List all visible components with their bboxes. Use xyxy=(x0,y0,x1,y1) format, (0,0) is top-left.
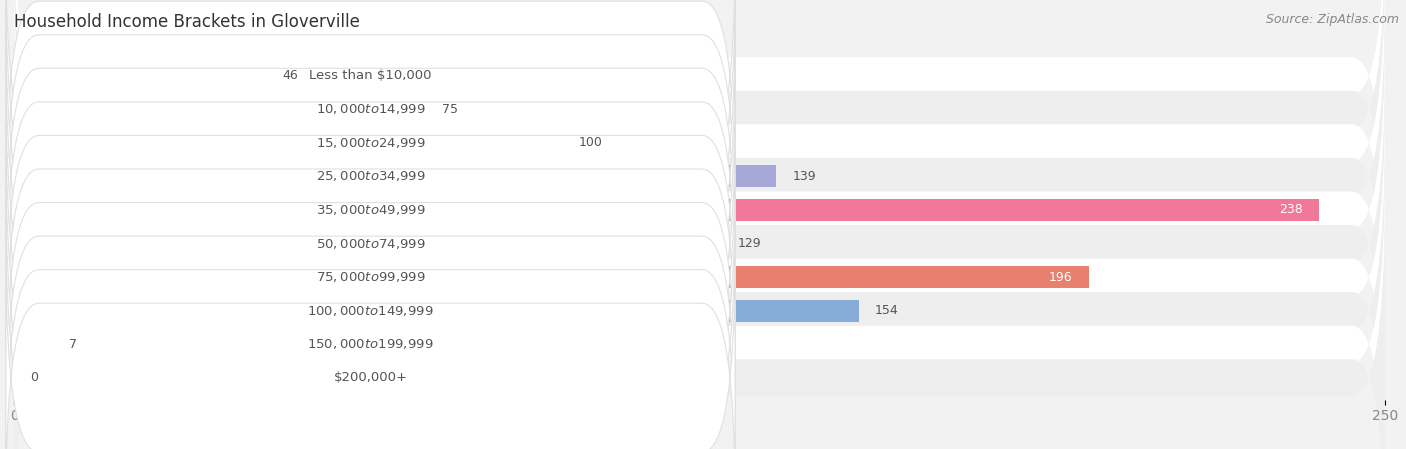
Bar xyxy=(14,199,1319,221)
Text: 75: 75 xyxy=(441,103,458,116)
Bar xyxy=(14,65,266,87)
FancyBboxPatch shape xyxy=(6,150,735,404)
Text: Household Income Brackets in Gloverville: Household Income Brackets in Gloverville xyxy=(14,13,360,31)
Bar xyxy=(14,98,426,120)
FancyBboxPatch shape xyxy=(14,27,1385,393)
Text: Source: ZipAtlas.com: Source: ZipAtlas.com xyxy=(1265,13,1399,26)
FancyBboxPatch shape xyxy=(6,184,735,437)
Text: 129: 129 xyxy=(738,237,762,250)
Bar xyxy=(14,166,776,187)
FancyBboxPatch shape xyxy=(14,161,1385,449)
FancyBboxPatch shape xyxy=(6,251,735,449)
Text: 238: 238 xyxy=(1279,203,1303,216)
Bar xyxy=(14,300,859,321)
FancyBboxPatch shape xyxy=(14,94,1385,449)
FancyBboxPatch shape xyxy=(14,128,1385,449)
Text: $50,000 to $74,999: $50,000 to $74,999 xyxy=(315,237,426,251)
FancyBboxPatch shape xyxy=(14,61,1385,427)
FancyBboxPatch shape xyxy=(6,49,735,303)
FancyBboxPatch shape xyxy=(6,16,735,270)
Text: 139: 139 xyxy=(793,170,817,183)
FancyBboxPatch shape xyxy=(6,83,735,337)
Bar xyxy=(14,132,562,154)
Text: 0: 0 xyxy=(31,371,38,384)
Text: $35,000 to $49,999: $35,000 to $49,999 xyxy=(315,203,426,217)
FancyBboxPatch shape xyxy=(6,0,735,236)
Bar xyxy=(14,266,1088,288)
FancyBboxPatch shape xyxy=(6,217,735,449)
FancyBboxPatch shape xyxy=(14,195,1385,449)
Text: 46: 46 xyxy=(283,69,298,82)
FancyBboxPatch shape xyxy=(6,117,735,370)
FancyBboxPatch shape xyxy=(14,0,1385,326)
Text: $25,000 to $34,999: $25,000 to $34,999 xyxy=(315,169,426,183)
Text: Less than $10,000: Less than $10,000 xyxy=(309,69,432,82)
Bar xyxy=(14,233,721,255)
Text: $200,000+: $200,000+ xyxy=(333,371,408,384)
FancyBboxPatch shape xyxy=(14,0,1385,259)
Bar xyxy=(14,333,52,355)
FancyBboxPatch shape xyxy=(14,0,1385,292)
Text: 100: 100 xyxy=(579,136,603,150)
FancyBboxPatch shape xyxy=(14,0,1385,359)
FancyBboxPatch shape xyxy=(6,0,735,202)
Text: $15,000 to $24,999: $15,000 to $24,999 xyxy=(315,136,426,150)
Text: 196: 196 xyxy=(1049,271,1073,284)
Text: $10,000 to $14,999: $10,000 to $14,999 xyxy=(315,102,426,116)
Text: 154: 154 xyxy=(875,304,898,317)
Text: $75,000 to $99,999: $75,000 to $99,999 xyxy=(315,270,426,284)
Text: $100,000 to $149,999: $100,000 to $149,999 xyxy=(308,304,433,317)
Text: $150,000 to $199,999: $150,000 to $199,999 xyxy=(308,337,433,351)
Text: 7: 7 xyxy=(69,338,77,351)
